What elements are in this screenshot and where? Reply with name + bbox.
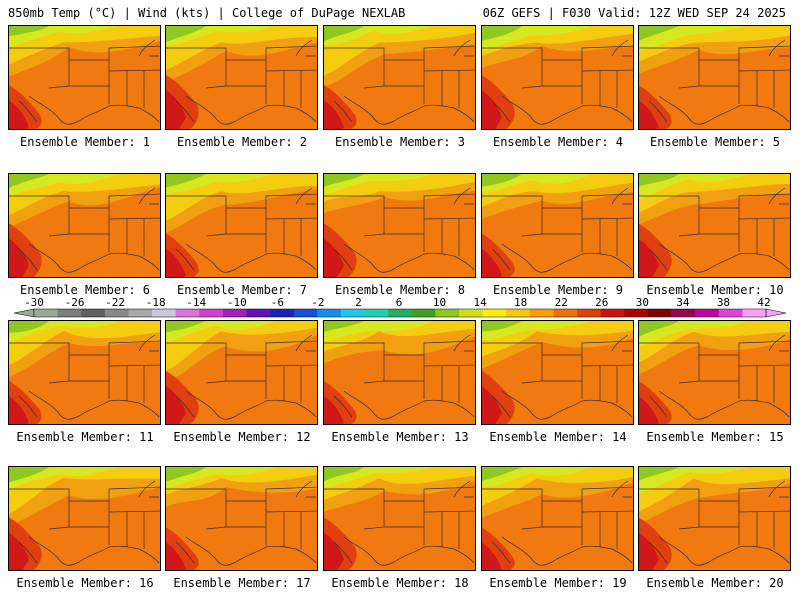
ensemble-member-label: Ensemble Member: 16 bbox=[16, 576, 154, 590]
colorbar-swatch bbox=[81, 309, 106, 317]
colorbar-swatch bbox=[411, 309, 436, 317]
ensemble-member-label: Ensemble Member: 20 bbox=[646, 576, 784, 590]
colorbar-swatch bbox=[222, 309, 247, 317]
colorbar-swatch bbox=[600, 309, 625, 317]
ensemble-map-12 bbox=[165, 320, 318, 425]
ensemble-member-label: Ensemble Member: 11 bbox=[16, 430, 154, 444]
ensemble-member-label: Ensemble Member: 1 bbox=[19, 135, 151, 149]
ensemble-member-label: Ensemble Member: 5 bbox=[649, 135, 781, 149]
colorbar-tick-label: 10 bbox=[433, 296, 446, 309]
colorbar-swatch bbox=[364, 309, 389, 317]
temperature-colorbar: -30 -26 -22 -18 -14 -10 -6 -2 2 6 10 14 18 22 26 30 34 38… bbox=[13, 296, 787, 318]
colorbar-tick-label: 42 bbox=[757, 296, 770, 309]
colorbar-swatch bbox=[199, 309, 224, 317]
colorbar-swatch bbox=[246, 309, 271, 317]
colorbar-tick-label: -18 bbox=[146, 296, 166, 309]
ensemble-member-label: Ensemble Member: 10 bbox=[646, 283, 784, 297]
ensemble-map-1 bbox=[8, 25, 161, 130]
colorbar-left-arrow bbox=[13, 308, 35, 318]
ensemble-map-2 bbox=[165, 25, 318, 130]
colorbar-tick-label: 18 bbox=[514, 296, 527, 309]
ensemble-member-label: Ensemble Member: 13 bbox=[331, 430, 469, 444]
colorbar-swatch bbox=[104, 309, 129, 317]
ensemble-member-label: Ensemble Member: 12 bbox=[173, 430, 311, 444]
colorbar-swatch bbox=[128, 309, 153, 317]
ensemble-member-label: Ensemble Member: 3 bbox=[334, 135, 466, 149]
colorbar-swatch bbox=[482, 309, 507, 317]
colorbar-tick-label: 26 bbox=[595, 296, 608, 309]
ensemble-member-label: Ensemble Member: 4 bbox=[492, 135, 624, 149]
colorbar-tick-label: -6 bbox=[271, 296, 284, 309]
ensemble-map-8 bbox=[323, 173, 476, 278]
ensemble-member-label: Ensemble Member: 14 bbox=[489, 430, 627, 444]
ensemble-map-13 bbox=[323, 320, 476, 425]
colorbar-swatch bbox=[624, 309, 649, 317]
ensemble-map-3 bbox=[323, 25, 476, 130]
colorbar-swatch bbox=[647, 309, 672, 317]
colorbar-tick-label: -2 bbox=[311, 296, 324, 309]
colorbar-swatch bbox=[340, 309, 365, 317]
colorbar-swatch bbox=[293, 309, 318, 317]
colorbar-swatch bbox=[34, 309, 58, 317]
ensemble-member-label: Ensemble Member: 7 bbox=[176, 283, 308, 297]
ensemble-map-5 bbox=[638, 25, 791, 130]
colorbar-swatch bbox=[506, 309, 531, 317]
ensemble-map-18 bbox=[323, 466, 476, 571]
colorbar-tick-label: 14 bbox=[473, 296, 487, 309]
ensemble-member-label: Ensemble Member: 19 bbox=[489, 576, 627, 590]
colorbar-swatch bbox=[671, 309, 696, 317]
colorbar-tick-label: -14 bbox=[186, 296, 206, 309]
colorbar-tick-label: -26 bbox=[65, 296, 85, 309]
colorbar-tick-label: -22 bbox=[105, 296, 125, 309]
colorbar-swatch bbox=[718, 309, 743, 317]
colorbar-swatch bbox=[388, 309, 413, 317]
colorbar-swatch bbox=[270, 309, 295, 317]
colorbar-tick-label: 2 bbox=[355, 296, 362, 309]
ensemble-map-20 bbox=[638, 466, 791, 571]
colorbar-tick-label: 30 bbox=[636, 296, 649, 309]
ensemble-map-15 bbox=[638, 320, 791, 425]
ensemble-member-label: Ensemble Member: 8 bbox=[334, 283, 466, 297]
colorbar-swatch bbox=[152, 309, 176, 317]
ensemble-map-16 bbox=[8, 466, 161, 571]
map-title: 850mb Temp (°C) | Wind (kts) | College o… bbox=[8, 6, 406, 20]
colorbar-swatch bbox=[742, 309, 767, 317]
colorbar-tick-label: 34 bbox=[676, 296, 690, 309]
ensemble-map-10 bbox=[638, 173, 791, 278]
colorbar-swatch bbox=[175, 309, 200, 317]
ensemble-map-7 bbox=[165, 173, 318, 278]
colorbar-swatch bbox=[553, 309, 578, 317]
colorbar-swatch bbox=[695, 309, 720, 317]
ensemble-member-label: Ensemble Member: 18 bbox=[331, 576, 469, 590]
ensemble-map-14 bbox=[481, 320, 634, 425]
ensemble-map-9 bbox=[481, 173, 634, 278]
ensemble-member-label: Ensemble Member: 9 bbox=[492, 283, 624, 297]
ensemble-map-19 bbox=[481, 466, 634, 571]
colorbar-swatch bbox=[317, 309, 342, 317]
run-valid-time: 06Z GEFS | F030 Valid: 12Z WED SEP 24 20… bbox=[482, 6, 786, 20]
ensemble-member-label: Ensemble Member: 6 bbox=[19, 283, 151, 297]
colorbar-swatch bbox=[57, 309, 82, 317]
colorbar-swatch bbox=[435, 309, 460, 317]
ensemble-member-label: Ensemble Member: 2 bbox=[176, 135, 308, 149]
colorbar-right-arrow bbox=[765, 308, 787, 318]
ensemble-map-11 bbox=[8, 320, 161, 425]
colorbar-tick-label: 22 bbox=[555, 296, 568, 309]
ensemble-member-label: Ensemble Member: 17 bbox=[173, 576, 311, 590]
colorbar-swatch bbox=[577, 309, 602, 317]
colorbar-tick-label: -30 bbox=[24, 296, 44, 309]
colorbar-tick-label: 6 bbox=[396, 296, 403, 309]
colorbar-swatch bbox=[459, 309, 483, 317]
ensemble-map-4 bbox=[481, 25, 634, 130]
ensemble-member-label: Ensemble Member: 15 bbox=[646, 430, 784, 444]
ensemble-map-17 bbox=[165, 466, 318, 571]
colorbar-tick-label: 38 bbox=[717, 296, 730, 309]
ensemble-map-6 bbox=[8, 173, 161, 278]
colorbar-swatch bbox=[529, 309, 554, 317]
colorbar-tick-label: -10 bbox=[227, 296, 247, 309]
